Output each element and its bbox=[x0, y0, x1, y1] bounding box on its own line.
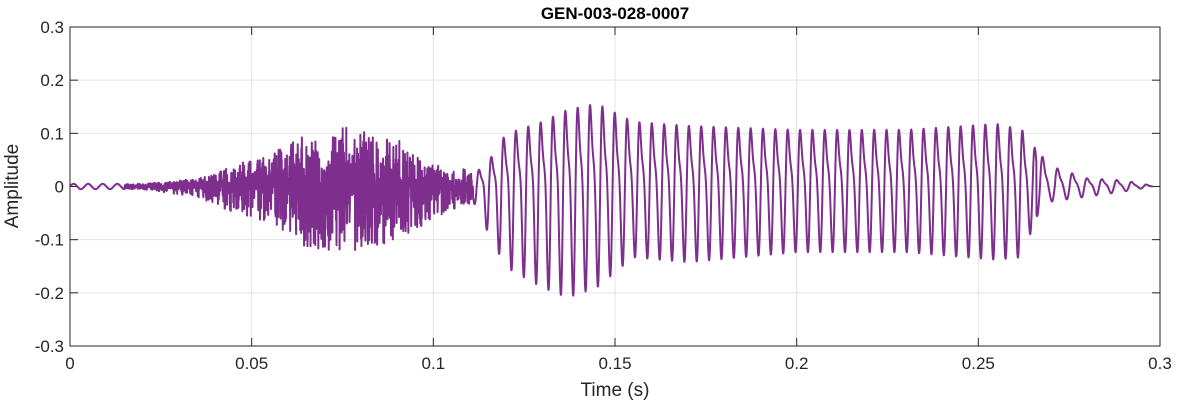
x-tick-label: 0 bbox=[65, 354, 74, 373]
x-tick-label: 0.2 bbox=[785, 354, 809, 373]
x-tick-label: 0.1 bbox=[422, 354, 446, 373]
y-tick-label: 0 bbox=[55, 178, 64, 197]
y-axis-label: Amplitude bbox=[2, 144, 23, 229]
x-axis-label: Time (s) bbox=[581, 380, 650, 401]
x-tick-label: 0.25 bbox=[962, 354, 995, 373]
y-tick-label: 0.2 bbox=[40, 71, 64, 90]
y-tick-label: -0.1 bbox=[35, 231, 64, 250]
axes-box bbox=[69, 26, 1161, 347]
y-tick-label: -0.2 bbox=[35, 284, 64, 303]
x-tick-label: 0.3 bbox=[1148, 354, 1172, 373]
waveform-line bbox=[69, 104, 1154, 297]
y-tick-label: 0.3 bbox=[40, 18, 64, 37]
x-tick-label: 0.15 bbox=[598, 354, 631, 373]
y-tick-label: 0.1 bbox=[40, 124, 64, 143]
plot-lines bbox=[69, 104, 1154, 297]
x-tick-label: 0.05 bbox=[235, 354, 268, 373]
y-tick-label: -0.3 bbox=[35, 337, 64, 356]
chart-title: GEN-003-028-0007 bbox=[541, 4, 689, 23]
axis-ticks: 0 0.05 0.1 0.15 0.2 0.25 0.3 -0.3 -0.2 -0.1 0 0.1 0.… bbox=[35, 18, 1172, 373]
